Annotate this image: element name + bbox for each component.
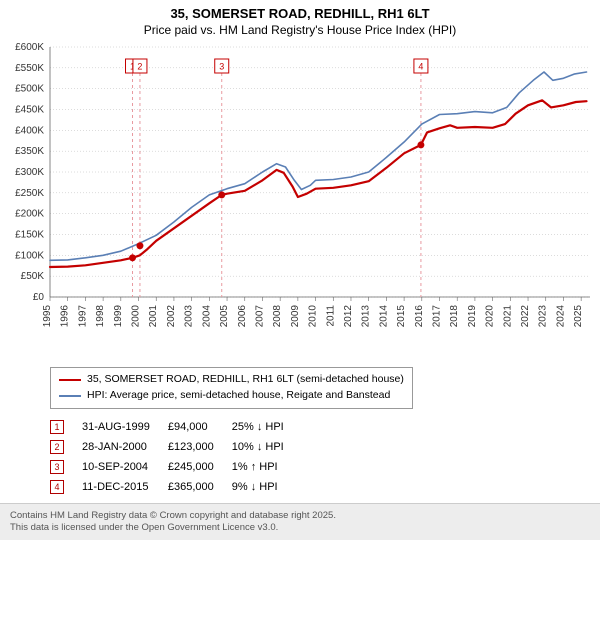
svg-text:2003: 2003 [184, 305, 195, 328]
footer: Contains HM Land Registry data © Crown c… [0, 503, 600, 541]
svg-text:2000: 2000 [131, 305, 142, 328]
svg-text:1998: 1998 [95, 305, 106, 328]
svg-text:2001: 2001 [148, 305, 159, 328]
svg-text:2015: 2015 [396, 305, 407, 328]
legend-row: HPI: Average price, semi-detached house,… [59, 388, 404, 404]
table-row: 2 28-JAN-2000£123,00010% ↓ HPI [50, 437, 302, 457]
legend: 35, SOMERSET ROAD, REDHILL, RH1 6LT (sem… [50, 367, 413, 409]
sale-marker-icon: 1 [50, 420, 64, 434]
svg-text:£100K: £100K [15, 250, 44, 261]
svg-text:2014: 2014 [378, 305, 389, 328]
svg-text:2008: 2008 [272, 305, 283, 328]
title-main: 35, SOMERSET ROAD, REDHILL, RH1 6LT [10, 6, 590, 21]
svg-text:2023: 2023 [538, 305, 549, 328]
svg-text:2007: 2007 [254, 305, 265, 328]
chart-container: 35, SOMERSET ROAD, REDHILL, RH1 6LT Pric… [0, 0, 600, 540]
svg-text:£0: £0 [33, 292, 45, 303]
sale-price: £94,000 [168, 417, 232, 437]
svg-text:2016: 2016 [414, 305, 425, 328]
svg-text:2011: 2011 [325, 305, 336, 327]
sale-price: £123,000 [168, 437, 232, 457]
sale-delta: 9% ↓ HPI [232, 477, 302, 497]
svg-text:£300K: £300K [15, 167, 44, 178]
svg-text:2025: 2025 [573, 305, 584, 328]
svg-text:2002: 2002 [166, 305, 177, 328]
svg-text:2009: 2009 [290, 305, 301, 328]
svg-text:2019: 2019 [467, 305, 478, 328]
svg-text:2006: 2006 [237, 305, 248, 328]
svg-text:£500K: £500K [15, 84, 44, 95]
svg-text:£400K: £400K [15, 125, 44, 136]
table-row: 3 10-SEP-2004£245,0001% ↑ HPI [50, 457, 302, 477]
svg-text:2004: 2004 [201, 305, 212, 328]
sale-marker-icon: 3 [50, 460, 64, 474]
svg-text:£150K: £150K [15, 230, 44, 241]
footer-line: Contains HM Land Registry data © Crown c… [10, 510, 590, 522]
sale-marker-icon: 2 [50, 440, 64, 454]
sale-date: 10-SEP-2004 [82, 457, 168, 477]
svg-text:2020: 2020 [485, 305, 496, 328]
svg-text:£350K: £350K [15, 146, 44, 157]
sale-date: 31-AUG-1999 [82, 417, 168, 437]
sale-date: 11-DEC-2015 [82, 477, 168, 497]
sale-delta: 25% ↓ HPI [232, 417, 302, 437]
svg-text:1999: 1999 [113, 305, 124, 328]
svg-text:2022: 2022 [520, 305, 531, 328]
svg-text:2013: 2013 [361, 305, 372, 328]
chart-svg: £0 £50K £100K £150K £200K £250K £300K £350K £400… [0, 39, 600, 359]
svg-text:£50K: £50K [21, 271, 45, 282]
svg-text:2018: 2018 [449, 305, 460, 328]
svg-text:2005: 2005 [219, 305, 230, 328]
legend-label: 35, SOMERSET ROAD, REDHILL, RH1 6LT (sem… [87, 372, 404, 388]
svg-text:1997: 1997 [77, 305, 88, 328]
legend-swatch-icon [59, 379, 81, 381]
svg-text:2012: 2012 [343, 305, 354, 328]
sale-date: 28-JAN-2000 [82, 437, 168, 457]
svg-text:£600K: £600K [15, 42, 44, 53]
legend-row: 35, SOMERSET ROAD, REDHILL, RH1 6LT (sem… [59, 372, 404, 388]
svg-text:£550K: £550K [15, 63, 44, 74]
svg-text:2010: 2010 [308, 305, 319, 328]
svg-text:2: 2 [137, 62, 142, 72]
svg-text:£450K: £450K [15, 105, 44, 116]
legend-label: HPI: Average price, semi-detached house,… [87, 388, 390, 404]
sale-price: £245,000 [168, 457, 232, 477]
sales-table: 1 31-AUG-1999£94,00025% ↓ HPI 2 28-JAN-2000… [50, 417, 302, 497]
table-row: 1 31-AUG-1999£94,00025% ↓ HPI [50, 417, 302, 437]
sale-delta: 10% ↓ HPI [232, 437, 302, 457]
titles: 35, SOMERSET ROAD, REDHILL, RH1 6LT Pric… [0, 0, 600, 39]
sale-delta: 1% ↑ HPI [232, 457, 302, 477]
svg-text:3: 3 [219, 62, 224, 72]
svg-text:4: 4 [418, 62, 423, 72]
sale-price: £365,000 [168, 477, 232, 497]
svg-text:2021: 2021 [502, 305, 513, 328]
sale-marker-icon: 4 [50, 480, 64, 494]
legend-swatch-icon [59, 395, 81, 397]
title-sub: Price paid vs. HM Land Registry's House … [10, 23, 590, 37]
svg-text:1995: 1995 [42, 305, 53, 328]
svg-text:£200K: £200K [15, 209, 44, 220]
svg-text:1996: 1996 [60, 305, 71, 328]
svg-text:2024: 2024 [555, 305, 566, 328]
svg-text:£250K: £250K [15, 188, 44, 199]
chart: £0 £50K £100K £150K £200K £250K £300K £350K £400… [0, 39, 600, 359]
footer-line: This data is licensed under the Open Gov… [10, 522, 590, 534]
svg-text:2017: 2017 [432, 305, 443, 328]
table-row: 4 11-DEC-2015£365,0009% ↓ HPI [50, 477, 302, 497]
